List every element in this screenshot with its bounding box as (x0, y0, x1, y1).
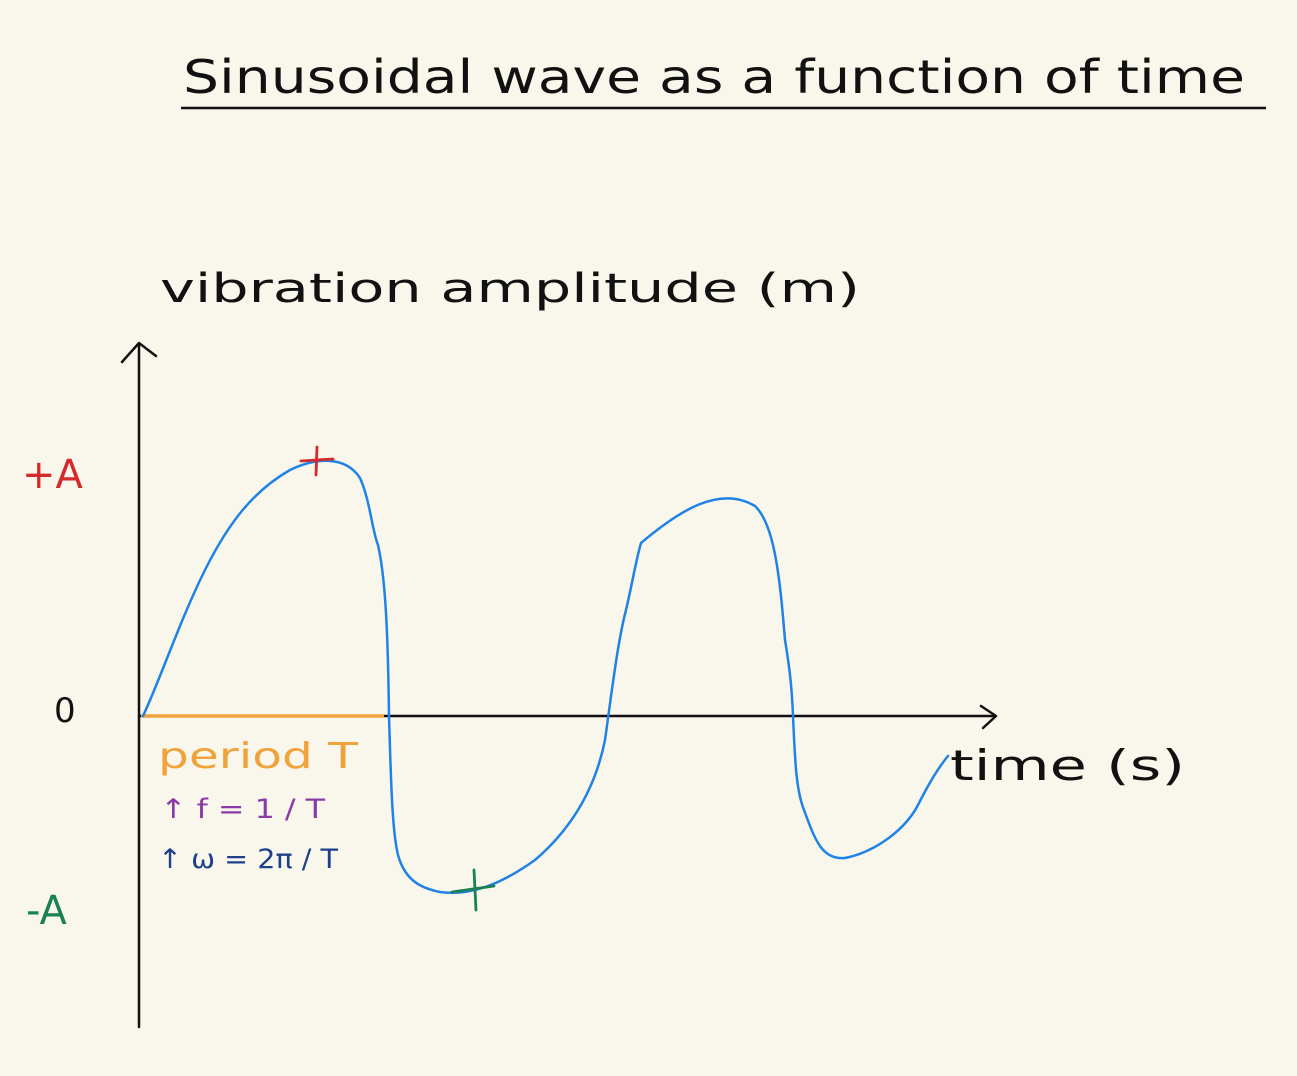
title: Sinusoidal wave as a function of time (183, 50, 1245, 104)
y-axis-arrow-icon (120, 341, 158, 364)
plus-a-label: +A (22, 452, 84, 498)
x-axis-label: time (s) (950, 741, 1185, 790)
sinusoidal-wave (141, 459, 950, 894)
frequency-label: ↑ f = 1 / T (160, 794, 326, 825)
minus-a-marker-icon (450, 868, 496, 912)
angular-frequency-label: ↑ ω = 2π / T (158, 844, 339, 875)
plus-a-marker-icon (299, 445, 335, 477)
zero-label: 0 (54, 691, 76, 731)
minus-a-label: -A (26, 888, 68, 934)
x-axis-arrow-icon (979, 704, 998, 730)
period-label: period T (158, 736, 359, 777)
y-axis-label: vibration amplitude (m) (160, 266, 860, 312)
